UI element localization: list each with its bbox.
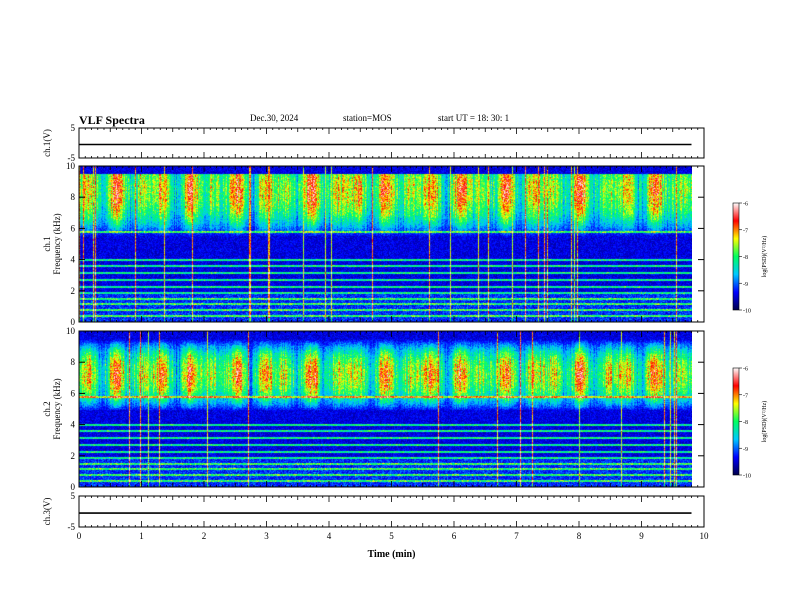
ch2-colorbar bbox=[732, 367, 740, 476]
colorbar-tick-label: -9 bbox=[743, 447, 748, 453]
ch2-spectrogram-ylabel: Frequency (kHz) bbox=[52, 378, 62, 439]
x-tick-label: 7 bbox=[514, 531, 519, 541]
x-tick-label: 4 bbox=[327, 531, 332, 541]
y-tick-label: 5 bbox=[71, 491, 76, 501]
x-tick-label: 3 bbox=[264, 531, 269, 541]
colorbar-tick-label: -7 bbox=[743, 228, 748, 234]
x-tick-label: 2 bbox=[202, 531, 207, 541]
ch2-spectrogram-ylabel: ch.2 bbox=[42, 401, 52, 416]
colorbar-tick-label: -8 bbox=[743, 255, 748, 261]
y-tick-label: -5 bbox=[68, 153, 76, 163]
y-tick-label: 6 bbox=[71, 223, 76, 233]
x-tick-label: 5 bbox=[389, 531, 394, 541]
y-tick-label: 4 bbox=[71, 420, 76, 430]
y-tick-label: 8 bbox=[71, 192, 76, 202]
y-tick-label: 2 bbox=[71, 286, 76, 296]
colorbar-tick-label: -10 bbox=[743, 474, 751, 480]
y-tick-label: 4 bbox=[71, 255, 76, 265]
ch1-spectrogram-ylabel: ch.1 bbox=[42, 236, 52, 251]
ch3-waveform-ylabel: ch.3(V) bbox=[42, 498, 52, 526]
colorbar-tick-label: -10 bbox=[743, 309, 751, 315]
x-tick-label: 1 bbox=[139, 531, 144, 541]
ch1-spectrogram-ylabel: Frequency (kHz) bbox=[52, 213, 62, 274]
colorbar-tick-label: -9 bbox=[743, 282, 748, 288]
x-tick-label: 8 bbox=[577, 531, 582, 541]
colorbar-label: log(PSD)(V²/Hz) bbox=[761, 401, 768, 442]
spectrogram-image-ch1 bbox=[79, 166, 692, 322]
start-time-label: start UT = 18: 30: 1 bbox=[438, 113, 510, 123]
spectrogram-image-ch2 bbox=[79, 331, 692, 487]
y-tick-label: 5 bbox=[71, 123, 76, 133]
y-tick-label: 0 bbox=[71, 482, 76, 492]
y-tick-label: 6 bbox=[71, 388, 76, 398]
y-tick-label: 8 bbox=[71, 357, 76, 367]
figure-title: VLF Spectra bbox=[79, 113, 145, 127]
colorbar-tick-label: -8 bbox=[743, 420, 748, 426]
y-tick-label: 10 bbox=[66, 161, 76, 171]
x-tick-label: 6 bbox=[452, 531, 457, 541]
x-tick-label: 9 bbox=[639, 531, 644, 541]
colorbar-tick-label: -7 bbox=[743, 393, 748, 399]
colorbar-tick-label: -6 bbox=[743, 367, 748, 373]
x-tick-label: 10 bbox=[700, 531, 710, 541]
y-tick-label: 2 bbox=[71, 451, 76, 461]
ch1-colorbar bbox=[732, 202, 740, 311]
station-label: station=MOS bbox=[343, 113, 392, 123]
colorbar-tick-label: -6 bbox=[743, 202, 748, 208]
date-label: Dec.30, 2024 bbox=[250, 113, 299, 123]
y-tick-label: 10 bbox=[66, 326, 76, 336]
y-tick-label: 0 bbox=[71, 317, 76, 327]
x-axis-label: Time (min) bbox=[368, 549, 416, 560]
colorbar-label: log(PSD)(V²/Hz) bbox=[761, 236, 768, 277]
y-tick-label: -5 bbox=[68, 522, 76, 532]
x-tick-label: 0 bbox=[77, 531, 82, 541]
ch1-waveform-ylabel: ch.1(V) bbox=[42, 129, 52, 157]
